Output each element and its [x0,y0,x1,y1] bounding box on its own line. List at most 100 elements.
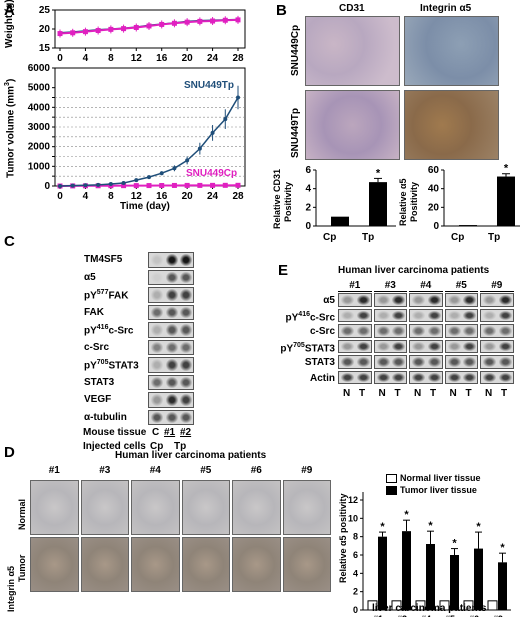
d-xtick-label: #4 [421,614,431,617]
e-band [392,295,405,305]
e-band [427,341,441,351]
d-star: * [452,538,457,550]
panel-b-bars: 0 2 4 6 * 0 20 40 60 * [305,163,520,232]
e-band [356,326,370,336]
e-band [483,357,496,367]
weight-xtick-label: 4 [83,53,89,64]
e-blot-3-4 [480,339,514,353]
e-band [356,310,370,320]
e-band [392,357,405,367]
d-micrograph-tumor-3 [181,537,230,592]
e-lane-label: T [359,388,366,399]
e-band [392,341,405,351]
volume-ytick-label: 4000 [28,102,51,113]
e-band [341,341,354,351]
volume-ytick-label: 0 [44,181,50,192]
injected-tp: Tp [174,441,187,452]
row-snu449tp: SNU449Tp [290,107,301,158]
legend-tumor: Tumor liver tissue [386,485,477,496]
e-blot-0-0 [338,293,372,307]
d-xtick-label: #9 [493,614,503,617]
e-patient-3: #5 [444,280,478,292]
d-bar-normal [463,600,474,611]
e-blot-0-1 [373,293,407,307]
injected-cells-label: Injected cells [83,441,146,452]
volume-xtick-label: 12 [131,191,143,200]
e-lane-label: N [414,388,422,399]
bar2-ylabel-2: Positivity [409,181,419,222]
e-blot-5-4 [480,370,514,384]
volume-point-tp [210,130,215,135]
e-lane-label: T [430,388,437,399]
c-row-label-4: pY416c-Src [84,324,134,337]
b2-cat-cp: Cp [451,232,465,243]
c-band [165,271,178,283]
c-band [180,289,192,301]
e-band [376,357,390,367]
volume-point-tp [197,146,202,151]
mouse-tissue-1: #1 [164,427,176,438]
d-xtick-label: #3 [397,614,407,617]
volume-point-tp [223,117,228,122]
c-band [180,394,192,406]
panel-d-bars: 0 2 4 6 8 10 12 * #1 * #3 * #4 * #5 * #6 * #9 [348,492,511,617]
e-band [356,372,370,382]
weight-ytick-label: 25 [39,5,51,16]
e-blot-2-4 [480,324,514,338]
c-band [151,394,163,406]
cd31-bar-cp [331,216,349,226]
volume-point-cp [159,183,165,189]
e-blot-4-2 [409,355,443,369]
e-blot-4-0 [338,355,372,369]
panel-a-label: A [4,2,15,19]
e-band [412,341,425,351]
col-cd31: CD31 [339,3,365,14]
volume-ytick-label: 5000 [28,83,51,94]
weight-point-cp [108,26,114,32]
weight-xtick-label: 16 [156,53,168,64]
e-lane-label: N [378,388,386,399]
cd31-ytick-label: 2 [305,202,311,213]
volume-point-tp [172,166,177,171]
c-blot-8 [148,392,194,408]
c-band [165,359,178,371]
panel-d-label: D [4,444,15,461]
e-blot-1-1 [373,308,407,322]
e-blot-1-3 [444,308,478,322]
e-band [427,310,441,320]
panel-b-label: B [276,2,287,19]
e-band [356,357,370,367]
volume-xtick-label: 24 [207,191,219,200]
panel-d-title: Human liver carcinoma patients [115,450,267,461]
e-band [376,341,390,351]
e-band [447,357,461,367]
cd31-bar-tp [369,182,387,226]
micrograph-integrin-cp [404,16,499,86]
a5-bar-tp [497,176,515,226]
e-band [376,295,390,305]
c-band [151,359,163,371]
weight-xtick-label: 20 [182,53,194,64]
c-band [151,271,163,283]
c-blot-4 [148,322,194,338]
weight-xtick-label: 28 [232,53,244,64]
e-blot-0-4 [480,293,514,307]
e-band [427,357,441,367]
c-band [180,324,192,336]
panel-e-label: E [278,262,289,279]
e-band [447,295,461,305]
e-row-label-1: pY416c-Src [285,310,335,323]
e-blot-4-3 [444,355,478,369]
a5-star: * [504,163,509,175]
d-xtick-label: #5 [445,614,455,617]
volume-point-cp [171,182,177,188]
d-micrograph-tumor-1 [80,537,129,592]
volume-point-tp [58,184,62,188]
volume-xtick-label: 8 [108,191,114,200]
c-row-label-2: pY577FAK [84,289,129,302]
a5-ytick-label: 20 [428,202,440,213]
volume-xtick-label: 4 [83,191,89,200]
e-band [498,295,512,305]
e-band [483,295,496,305]
volume-point-cp [133,183,139,189]
